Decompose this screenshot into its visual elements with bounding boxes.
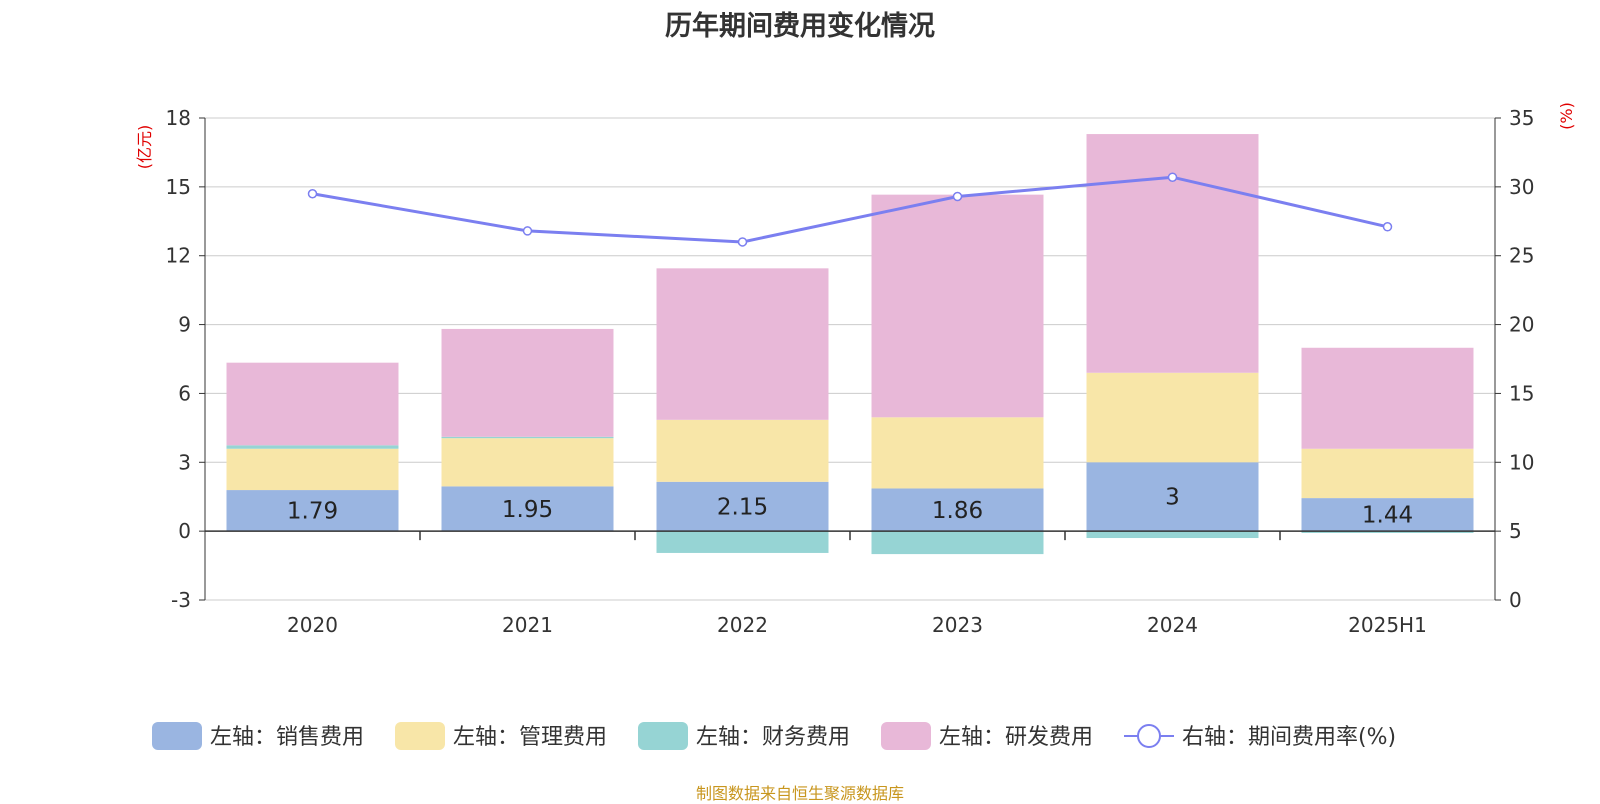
left-tick-label: 15 <box>166 175 191 199</box>
bar-segment <box>441 436 614 439</box>
bars <box>226 134 1474 555</box>
bar-data-label: 1.79 <box>287 499 338 525</box>
right-tick-label: 5 <box>1509 519 1522 543</box>
chart-title: 历年期间费用变化情况 <box>665 11 935 42</box>
right-tick-label: 35 <box>1509 106 1534 130</box>
bar-segment <box>441 486 614 532</box>
bar-data-label: 1.95 <box>502 497 553 523</box>
bar-segment <box>226 445 399 449</box>
bar-data-label: 1.86 <box>932 498 983 524</box>
rate-line <box>307 172 1393 247</box>
rate-point <box>1382 222 1393 232</box>
legend-swatch <box>881 722 931 750</box>
source-footer: 制图数据来自恒生聚源数据库 <box>695 784 904 803</box>
bar-segment <box>226 490 399 532</box>
axes: -3 0 3 6 9 12 15 18 0 5 10 15 20 25 30 35 2020 2021 2022 20… <box>135 102 1576 637</box>
bar-segment <box>441 328 614 437</box>
bar-segment <box>871 531 1044 555</box>
x-tick-label: 2023 <box>932 613 983 637</box>
legend: 左轴：销售费用 左轴：管理费用 左轴：财务费用 左轴：研发费用 右轴：期间费用率(%) <box>152 722 1396 750</box>
bar-segment <box>1086 372 1259 463</box>
left-tick-label: 3 <box>178 450 191 474</box>
right-tick-label: 25 <box>1509 244 1534 268</box>
legend-label: 左轴：财务费用 <box>696 725 850 750</box>
bar-segment <box>871 417 1044 489</box>
right-tick-label: 20 <box>1509 313 1534 337</box>
bar-data-label: 2.15 <box>717 494 768 520</box>
legend-marker <box>1137 724 1161 748</box>
left-tick-label: 12 <box>166 244 191 268</box>
right-tick-label: 15 <box>1509 381 1534 405</box>
rate-line-path <box>312 175 1388 244</box>
legend-item: 左轴：销售费用 <box>152 722 364 750</box>
legend-item: 右轴：期间费用率(%) <box>1124 724 1396 750</box>
bar-segment <box>441 438 614 487</box>
right-tick-label: 10 <box>1509 450 1534 474</box>
x-tick-label: 2025H1 <box>1348 613 1427 637</box>
left-tick-label: 0 <box>178 519 191 543</box>
legend-item: 左轴：研发费用 <box>881 722 1093 750</box>
rate-point <box>307 188 318 199</box>
right-tick-label: 30 <box>1509 175 1534 199</box>
bar-segment <box>1086 531 1259 539</box>
left-tick-label: -3 <box>171 588 191 612</box>
data-labels: 1.79 1.95 2.15 1.86 3 1.44 <box>287 485 1413 529</box>
legend-swatch <box>395 722 445 750</box>
legend-item: 左轴：财务费用 <box>638 722 850 750</box>
bar-segment <box>1086 134 1259 373</box>
rate-point <box>737 237 748 247</box>
rate-point <box>1167 172 1178 182</box>
x-tick-label: 2021 <box>502 613 553 637</box>
left-tick-label: 6 <box>178 381 191 405</box>
bar-segment <box>871 194 1044 418</box>
legend-item: 左轴：管理费用 <box>395 722 607 750</box>
bar-segment <box>1301 498 1474 532</box>
legend-label: 左轴：研发费用 <box>939 725 1093 750</box>
legend-label: 左轴：管理费用 <box>453 725 607 750</box>
bar-segment <box>656 531 829 553</box>
bar-data-label: 3 <box>1165 485 1180 511</box>
bar-data-label: 1.44 <box>1362 503 1413 529</box>
bar-segment <box>226 448 399 491</box>
x-tick-label: 2022 <box>717 613 768 637</box>
rate-point <box>952 191 963 202</box>
bar-segment <box>1301 448 1474 499</box>
x-tick-label: 2020 <box>287 613 338 637</box>
bar-segment <box>1301 347 1474 449</box>
bar-segment <box>226 362 399 446</box>
bar-segment <box>1086 462 1259 532</box>
right-tick-label: 0 <box>1509 588 1522 612</box>
legend-label: 右轴：期间费用率(%) <box>1182 725 1396 750</box>
left-tick-label: 18 <box>166 106 191 130</box>
bar-segment <box>656 268 829 420</box>
x-tick-label: 2024 <box>1147 613 1198 637</box>
legend-swatch <box>152 722 202 750</box>
rate-point <box>522 226 533 236</box>
left-tick-label: 9 <box>178 313 191 337</box>
legend-swatch <box>638 722 688 750</box>
bar-segment <box>656 481 829 532</box>
bar-segment <box>871 488 1044 532</box>
bar-segment <box>656 419 829 482</box>
legend-label: 左轴：销售费用 <box>210 725 364 750</box>
left-axis-unit: (亿元) <box>135 125 154 170</box>
bar-segment <box>1301 531 1474 533</box>
right-axis-unit: (%) <box>1557 102 1576 130</box>
